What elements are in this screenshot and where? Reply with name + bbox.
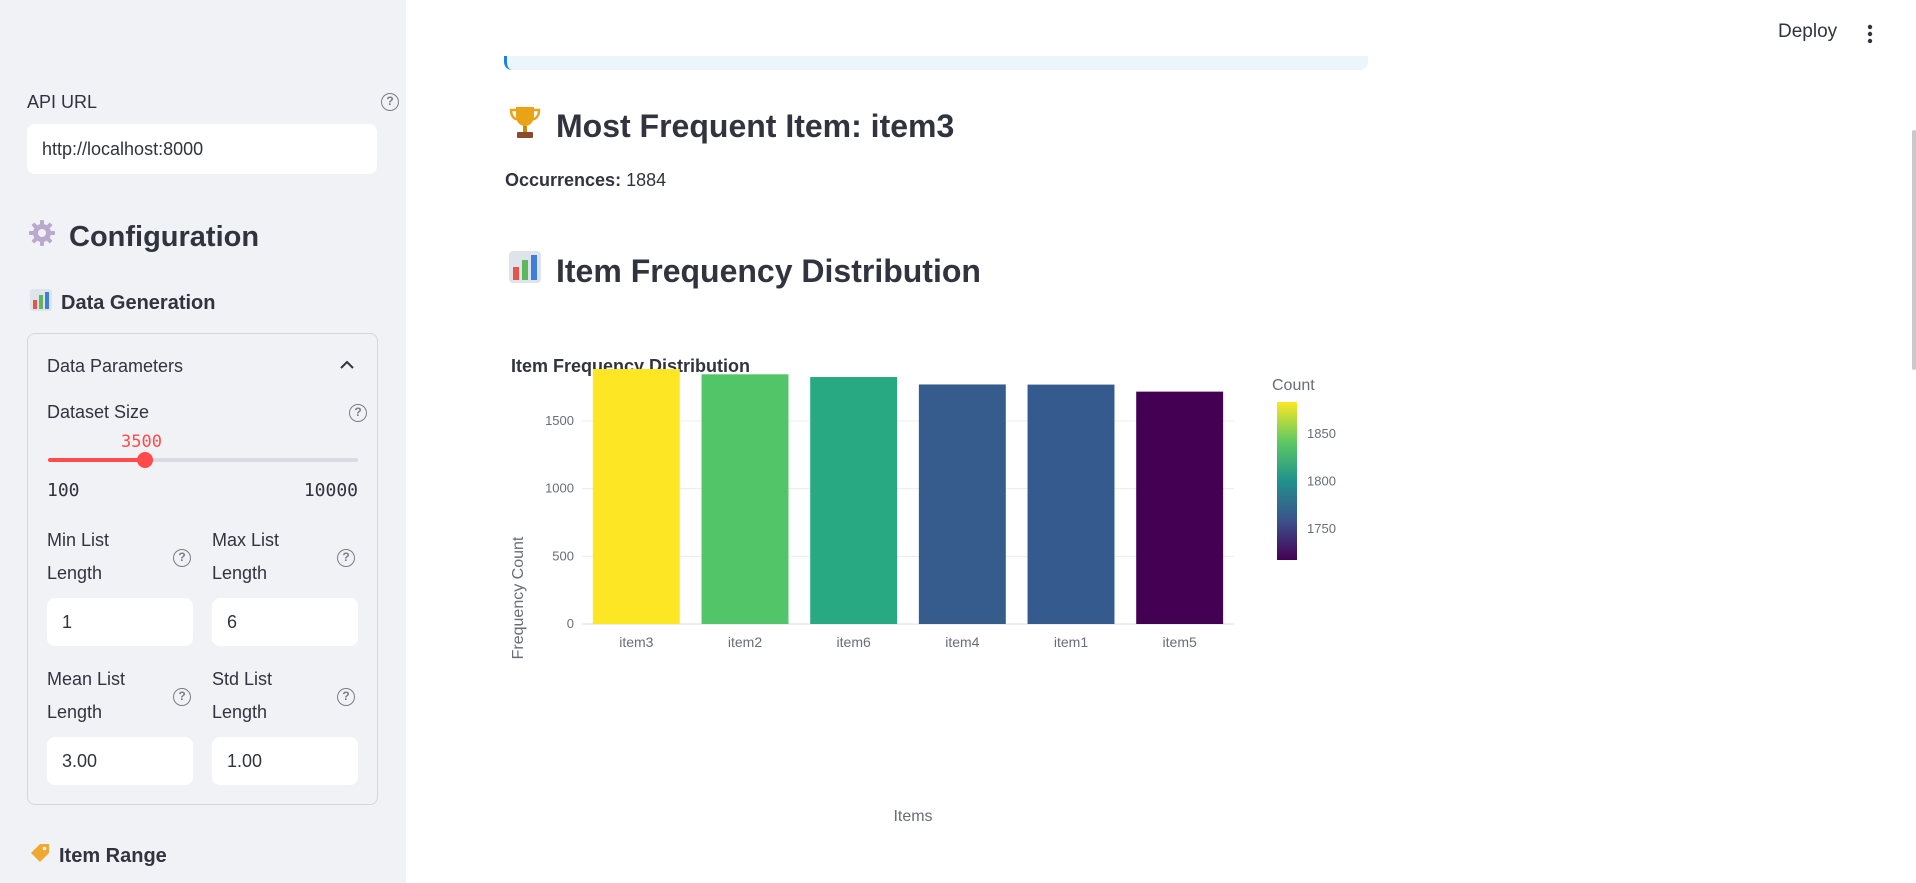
help-icon[interactable]: ? <box>337 549 355 567</box>
expander-title[interactable]: Data Parameters <box>47 356 184 376</box>
chevron-up-icon[interactable] <box>339 358 355 376</box>
data-parameters-expander: Data Parameters Dataset Size ? 3500 100 … <box>27 333 378 805</box>
y-axis-label: Frequency Count <box>510 536 527 659</box>
slider-min: 100 <box>47 480 80 501</box>
bar-chart-icon <box>29 288 53 318</box>
std-list-length-input[interactable]: 1.00 <box>212 737 358 785</box>
item-range-heading: Item Range <box>29 842 167 870</box>
trophy-icon <box>508 104 542 148</box>
bar-item1[interactable] <box>1027 384 1115 624</box>
slider-max: 10000 <box>303 480 358 501</box>
label-line: Length <box>212 563 268 583</box>
std-list-length-label: Std List Length <box>212 663 272 729</box>
max-list-length-label: Max List Length <box>212 524 279 590</box>
label-line: Length <box>212 702 268 722</box>
bar-item5[interactable] <box>1136 391 1224 624</box>
occurrences-value: 1884 <box>626 170 667 190</box>
slider-thumb[interactable] <box>137 452 153 468</box>
colorbar-tick-label: 1850 <box>1307 426 1336 441</box>
configuration-heading: Configuration <box>27 218 259 256</box>
tag-icon <box>29 842 51 870</box>
label-line: Length <box>47 563 103 583</box>
max-list-length-input[interactable]: 6 <box>212 598 358 646</box>
frequency-chart: Item Frequency Distribution item3 item2 it… <box>500 340 1370 840</box>
api-url-label: API URL <box>27 92 98 112</box>
y-tick-label: 1000 <box>545 481 574 496</box>
label-line: Mean List <box>47 669 126 689</box>
min-list-length-input[interactable]: 1 <box>47 598 193 646</box>
dataset-size-slider[interactable] <box>48 452 358 468</box>
slider-fill <box>48 458 145 462</box>
x-axis-label: Items <box>893 808 932 825</box>
mean-list-length-input[interactable]: 3.00 <box>47 737 193 785</box>
configuration-title: Configuration <box>69 220 260 253</box>
info-box <box>504 56 1368 70</box>
distribution-heading: Item Frequency Distribution <box>508 250 981 292</box>
help-icon[interactable]: ? <box>349 404 367 422</box>
most-frequent-title: Most Frequent Item: item3 <box>556 107 955 144</box>
sidebar: API URL ? http://localhost:8000 Config <box>0 0 406 883</box>
distribution-title: Item Frequency Distribution <box>556 252 981 289</box>
y-tick-label: 500 <box>552 548 574 563</box>
gear-icon <box>27 218 57 256</box>
label-line: Min List <box>47 530 110 550</box>
data-generation-heading: Data Generation <box>29 288 215 318</box>
item-range-title: Item Range <box>59 844 167 867</box>
label-line: Length <box>47 702 103 722</box>
help-icon[interactable]: ? <box>337 688 355 706</box>
x-tick-label: item4 <box>945 634 979 650</box>
help-icon[interactable]: ? <box>381 93 399 111</box>
deploy-button[interactable]: Deploy <box>1778 21 1838 42</box>
x-tick-label: item1 <box>1054 634 1088 650</box>
more-menu-icon[interactable] <box>1866 22 1874 51</box>
label-line: Max List <box>212 530 280 550</box>
occurrences-label: Occurrences: <box>505 170 622 190</box>
mean-list-length-label: Mean List Length <box>47 663 125 729</box>
colorbar-tick-label: 1800 <box>1307 473 1336 488</box>
bar-item3[interactable] <box>592 369 680 624</box>
slider-value: 3500 <box>121 432 162 452</box>
frequency-chart-svg: Item Frequency Distribution item3 item2 it… <box>510 356 1336 825</box>
data-generation-title: Data Generation <box>61 291 216 314</box>
api-url-input[interactable]: http://localhost:8000 <box>27 124 377 174</box>
chart-title: Item Frequency Distribution <box>511 356 750 376</box>
help-icon[interactable]: ? <box>173 549 191 567</box>
occurrences-text: Occurrences: 1884 <box>505 170 666 191</box>
colorbar-tick-label: 1750 <box>1307 521 1336 536</box>
dataset-size-label: Dataset Size <box>47 402 150 422</box>
x-tick-label: item2 <box>728 634 762 650</box>
bar-item6[interactable] <box>810 377 898 624</box>
y-tick-label: 0 <box>567 616 574 631</box>
x-tick-label: item6 <box>837 634 871 650</box>
x-tick-label: item3 <box>619 634 653 650</box>
y-tick-label: 1500 <box>545 413 574 428</box>
most-frequent-heading: Most Frequent Item: item3 <box>508 104 954 148</box>
bar-item2[interactable] <box>701 374 789 624</box>
bar-chart-icon <box>508 250 542 292</box>
label-line: Std List <box>212 669 273 689</box>
scrollbar[interactable] <box>1912 130 1916 370</box>
x-tick-label: item5 <box>1163 634 1197 650</box>
min-list-length-label: Min List Length <box>47 524 109 590</box>
help-icon[interactable]: ? <box>173 688 191 706</box>
colorbar-title: Count <box>1272 377 1315 394</box>
bar-item4[interactable] <box>918 384 1006 624</box>
colorbar <box>1277 402 1297 560</box>
